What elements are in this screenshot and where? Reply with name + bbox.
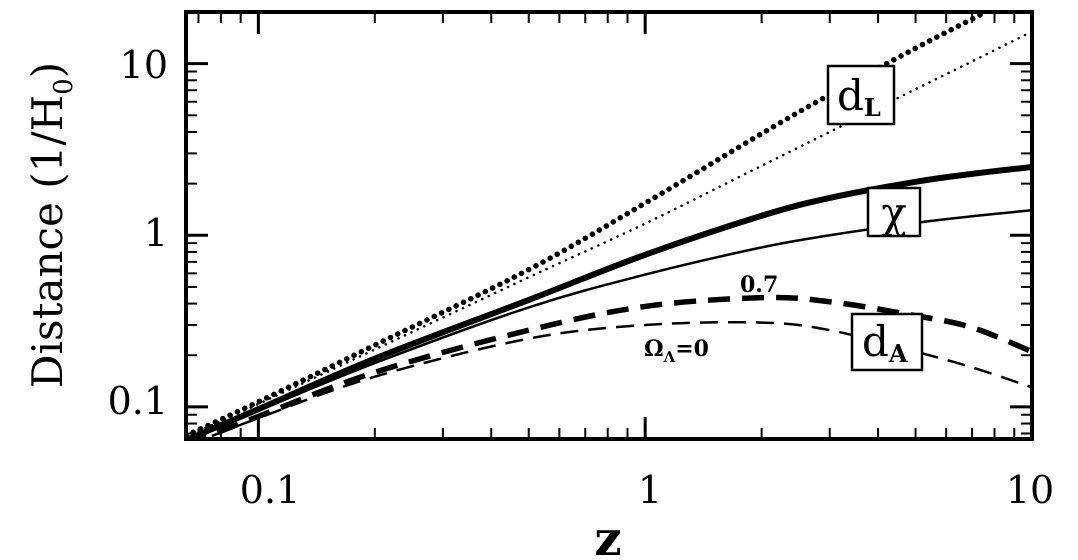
- x-tick-label-10: 10: [1006, 468, 1054, 512]
- label-chi-box: [866, 186, 922, 238]
- y-axis-title: Distance (1/H0): [23, 62, 79, 388]
- y-axis-title-main: Distance (1/H: [23, 95, 72, 388]
- x-tick-label-1: 1: [638, 468, 662, 512]
- label-dL-text: dL: [837, 71, 881, 122]
- label-dL-box: [826, 64, 896, 126]
- y-axis-title-sub: 0: [49, 78, 79, 95]
- y-tick-label-1: 1: [144, 211, 168, 255]
- label-dA-main: d: [862, 317, 889, 366]
- label-dA-text: dA: [862, 317, 908, 368]
- label-dL-sub: L: [864, 93, 881, 122]
- series-layer: [186, 12, 1032, 439]
- axis-ticks: [186, 11, 1034, 439]
- label-dA: dA: [850, 312, 924, 372]
- series-line-dL-omega-0: [186, 30, 1032, 438]
- y-tick-label-0.1: 0.1: [108, 379, 168, 423]
- x-tick-label-0.1: 0.1: [240, 468, 300, 512]
- label-dA-box: [850, 312, 924, 372]
- annotation-omega-0: ΩΛ=0: [644, 336, 709, 366]
- annotation-omega-0.7: 0.7: [740, 272, 778, 298]
- y-axis-title-close: ): [23, 62, 72, 78]
- plot-frame: [184, 10, 1034, 441]
- annotation-omega-sub: Λ: [663, 348, 676, 366]
- series-line-chi-omega-0.7: [186, 163, 1032, 439]
- annotation-omega-symbol: Ω: [644, 336, 664, 362]
- label-chi-text: χ: [881, 188, 906, 237]
- y-tick-label-10: 10: [120, 43, 168, 87]
- label-dA-sub: A: [888, 339, 908, 368]
- annotation-omega-value: =0: [675, 336, 709, 362]
- label-dL: dL: [826, 64, 896, 126]
- label-chi: χ: [866, 186, 922, 238]
- series-line-dA-omega-0.7: [193, 294, 1032, 439]
- series-line-dL-omega-0.7: [186, 12, 992, 439]
- x-axis-title: z: [594, 511, 621, 560]
- label-dL-main: d: [837, 71, 864, 120]
